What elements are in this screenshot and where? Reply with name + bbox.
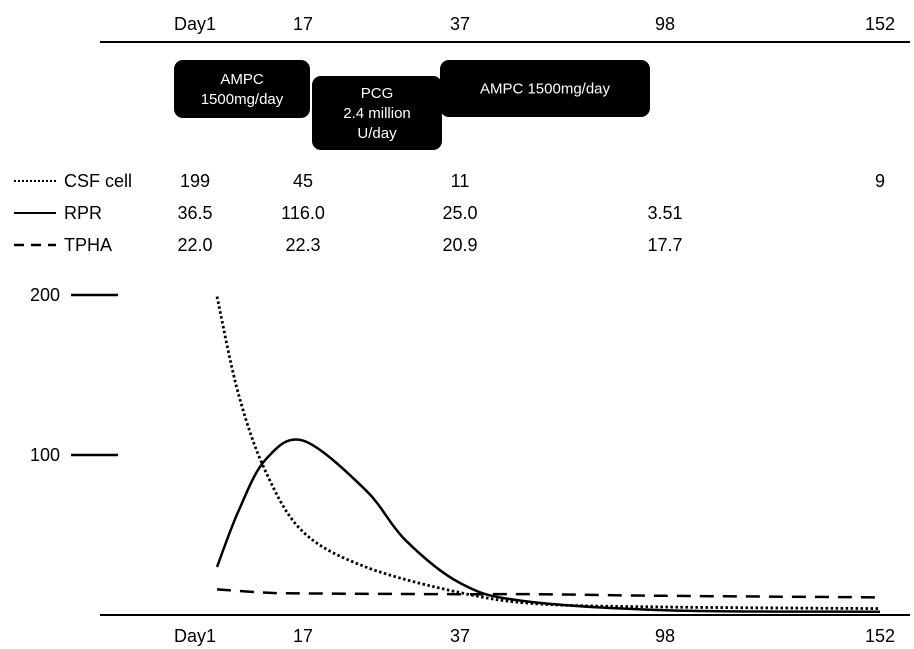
bottom-day-label: 37 xyxy=(450,626,470,646)
lab-values-table: CSF cell 199 45 11 9 RPR 36.5 116.0 25.0 3.51 TPHA… xyxy=(14,171,885,255)
therapy-label: 1500mg/day xyxy=(201,91,284,108)
table-cell: 22.3 xyxy=(285,235,320,255)
bottom-day-label: 98 xyxy=(655,626,675,646)
therapy-block: PCG 2.4 million U/day xyxy=(312,76,442,150)
top-day-label: 37 xyxy=(450,14,470,34)
therapy-box xyxy=(174,60,310,118)
therapy-label: PCG xyxy=(361,85,394,102)
series-name: CSF cell xyxy=(64,171,132,191)
top-day-label: Day1 xyxy=(174,14,216,34)
top-day-label: 98 xyxy=(655,14,675,34)
bottom-day-label: 17 xyxy=(293,626,313,646)
therapy-timeline: AMPC 1500mg/day PCG 2.4 million U/day AMPC 15… xyxy=(174,60,650,150)
therapy-box xyxy=(440,60,650,117)
table-row: TPHA 22.0 22.3 20.9 17.7 xyxy=(14,235,683,255)
therapy-block: AMPC 1500mg/day xyxy=(440,60,650,117)
top-day-axis: Day1 17 37 98 152 xyxy=(100,14,910,43)
table-cell: 17.7 xyxy=(647,235,682,255)
bottom-day-label: 152 xyxy=(865,626,895,646)
table-cell: 20.9 xyxy=(442,235,477,255)
series-name: TPHA xyxy=(64,235,112,255)
table-cell: 36.5 xyxy=(177,203,212,223)
table-cell: 45 xyxy=(293,171,313,191)
table-cell: 9 xyxy=(875,171,885,191)
table-cell: 116.0 xyxy=(281,203,325,223)
table-cell: 199 xyxy=(180,171,210,191)
table-row: CSF cell 199 45 11 9 xyxy=(14,171,885,191)
therapy-label: AMPC 1500mg/day xyxy=(480,81,611,98)
therapy-box xyxy=(312,76,442,150)
series-name: RPR xyxy=(64,203,102,223)
y-tick-label: 200 xyxy=(30,285,60,305)
bottom-day-axis: Day1 17 37 98 152 xyxy=(100,614,910,646)
table-cell: 25.0 xyxy=(442,203,477,223)
top-day-label: 17 xyxy=(293,14,313,34)
y-axis: 200 100 xyxy=(30,285,118,465)
table-cell: 3.51 xyxy=(647,203,682,223)
bottom-day-label: Day1 xyxy=(174,626,216,646)
table-cell: 11 xyxy=(451,171,470,191)
series-line-rpr xyxy=(215,438,881,614)
table-cell: 22.0 xyxy=(177,235,212,255)
therapy-label: 2.4 million xyxy=(343,105,411,122)
therapy-label: AMPC xyxy=(220,71,264,88)
series-curves xyxy=(215,296,881,614)
series-line-tpha xyxy=(216,588,881,599)
y-tick-label: 100 xyxy=(30,445,60,465)
top-day-label: 152 xyxy=(865,14,895,34)
therapy-block: AMPC 1500mg/day xyxy=(174,60,310,118)
table-row: RPR 36.5 116.0 25.0 3.51 xyxy=(14,203,683,223)
series-line-csf-cell xyxy=(215,296,881,610)
therapy-label: U/day xyxy=(357,125,397,142)
